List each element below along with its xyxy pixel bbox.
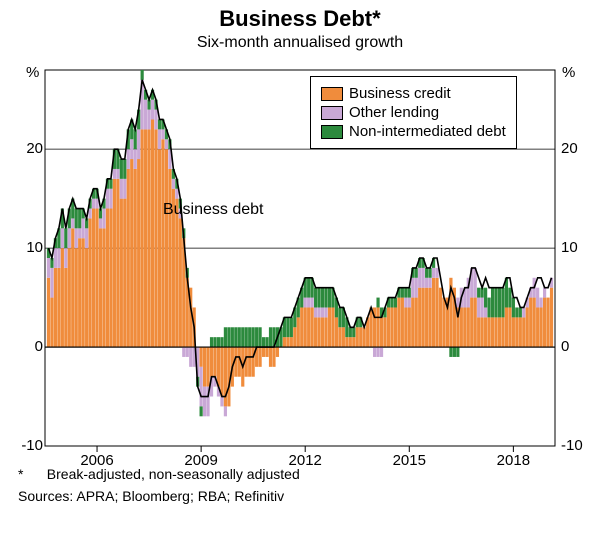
y-tick-right: 0 [561,338,569,355]
footnote-text: Break-adjusted, non-seasonally adjusted [47,466,300,482]
legend-swatch [321,87,343,101]
legend-label: Other lending [349,104,439,121]
footnote: * Break-adjusted, non-seasonally adjuste… [18,466,300,482]
y-tick-left: 10 [3,239,43,256]
y-tick-right: -10 [561,437,583,454]
y-tick-left: 0 [3,338,43,355]
y-tick-left: 20 [3,140,43,157]
legend-swatch [321,106,343,120]
footnote-marker: * [18,466,23,482]
legend-item: Business credit [321,85,506,102]
legend-swatch [321,125,343,139]
sources: Sources: APRA; Bloomberg; RBA; Refinitiv [18,488,284,504]
legend-item: Other lending [321,104,506,121]
y-unit-right: % [562,64,575,81]
legend: Business credit Other lending Non-intermed… [310,76,517,149]
legend-label: Non-intermediated debt [349,123,506,140]
x-tick-label: 2015 [384,452,434,469]
legend-item: Non-intermediated debt [321,123,506,140]
y-tick-left: -10 [3,437,43,454]
y-unit-left: % [26,64,39,81]
y-tick-right: 20 [561,140,578,157]
y-tick-right: 10 [561,239,578,256]
line-series-label: Business debt [163,201,264,219]
x-tick-label: 2018 [488,452,538,469]
legend-label: Business credit [349,85,451,102]
